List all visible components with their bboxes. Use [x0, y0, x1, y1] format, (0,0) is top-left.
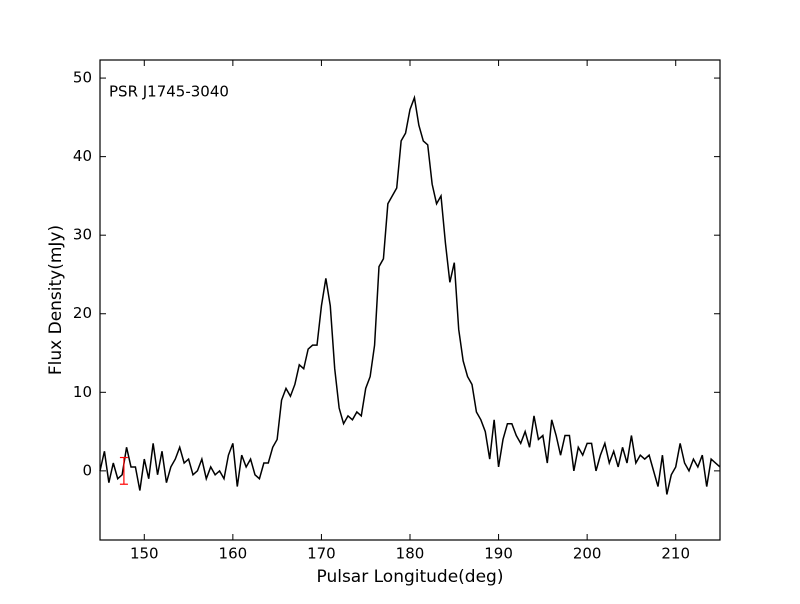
data-line [99, 94, 721, 495]
x-axis-label: Pulsar Longitude(deg) [317, 567, 504, 587]
y-tick-label: 20 [73, 304, 92, 322]
x-tick-label: 210 [661, 545, 690, 563]
y-axis-label: Flux Density(mJy) [46, 225, 66, 375]
x-tick-label: 170 [307, 545, 336, 563]
y-tick-label: 10 [73, 383, 92, 401]
x-tick-label: 190 [484, 545, 513, 563]
y-tick-label: 30 [73, 226, 92, 244]
x-tick-label: 180 [396, 545, 425, 563]
y-tick-label: 0 [82, 461, 92, 479]
plot-frame [99, 59, 721, 541]
x-tick-label: 200 [573, 545, 602, 563]
x-tick-label: 160 [219, 545, 248, 563]
y-tick-label: 40 [73, 147, 92, 165]
y-tick-label: 50 [73, 69, 92, 87]
annotation: PSR J1745-3040 [109, 83, 229, 101]
x-tick-label: 150 [130, 545, 159, 563]
